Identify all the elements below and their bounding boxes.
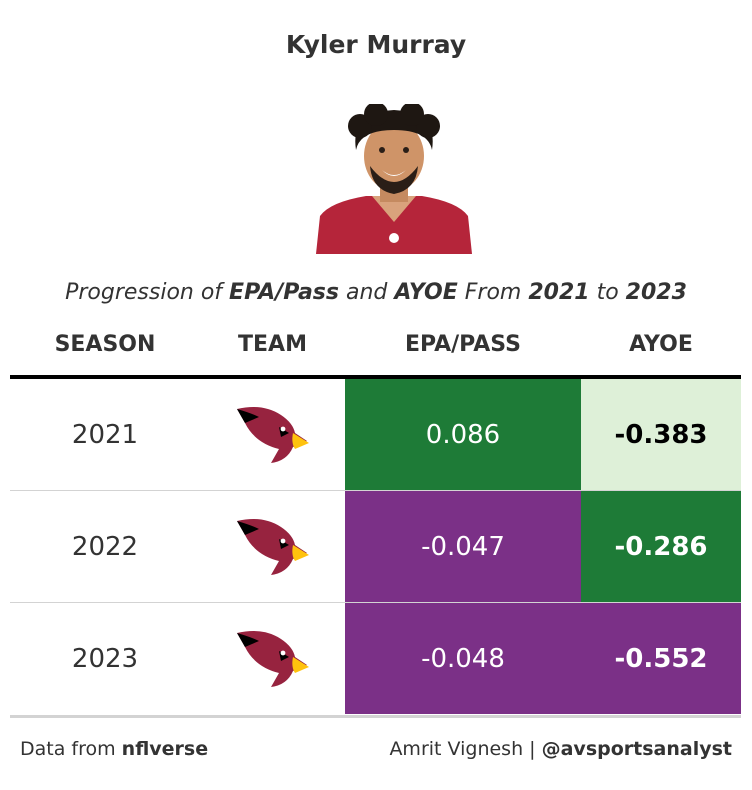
table-row: 2021 0.086 -0.383	[10, 379, 741, 491]
row-divider	[10, 602, 741, 603]
column-header-epa-pass: EPA/PASS	[404, 332, 522, 357]
season-cell: 2021	[71, 419, 139, 450]
arizona-cardinals-logo-icon	[236, 518, 309, 575]
column-header-season: SEASON	[54, 332, 156, 357]
epa-cell: 0.086	[345, 379, 581, 490]
ayoe-cell: -0.286	[581, 491, 741, 602]
player-headshot	[316, 104, 472, 254]
chart-subtitle: Progression of EPA/Pass and AYOE From 20…	[65, 280, 687, 305]
season-cell: 2022	[71, 531, 139, 562]
epa-cell: -0.047	[345, 491, 581, 602]
ayoe-cell: -0.383	[581, 379, 741, 490]
table-row: 2022 -0.047 -0.286	[10, 491, 741, 603]
epa-cell: -0.048	[345, 603, 581, 714]
player-name: Kyler Murray	[285, 30, 467, 59]
table-row: 2023 -0.048 -0.552	[10, 603, 741, 714]
table-bottom-rule	[10, 715, 741, 718]
row-divider	[10, 490, 741, 491]
column-header-ayoe: AYOE	[629, 332, 693, 357]
team-cell	[200, 603, 345, 714]
data-source-credit: Data from nflverse	[20, 738, 209, 760]
header-rule	[10, 375, 741, 379]
arizona-cardinals-logo-icon	[236, 630, 309, 687]
author-credit: Amrit Vignesh | @avsportsanalyst	[389, 738, 732, 760]
team-cell	[200, 379, 345, 490]
arizona-cardinals-logo-icon	[236, 406, 309, 463]
season-cell: 2023	[71, 643, 139, 674]
team-cell	[200, 491, 345, 602]
ayoe-cell: -0.552	[581, 603, 741, 714]
column-header-team: TEAM	[238, 332, 307, 357]
